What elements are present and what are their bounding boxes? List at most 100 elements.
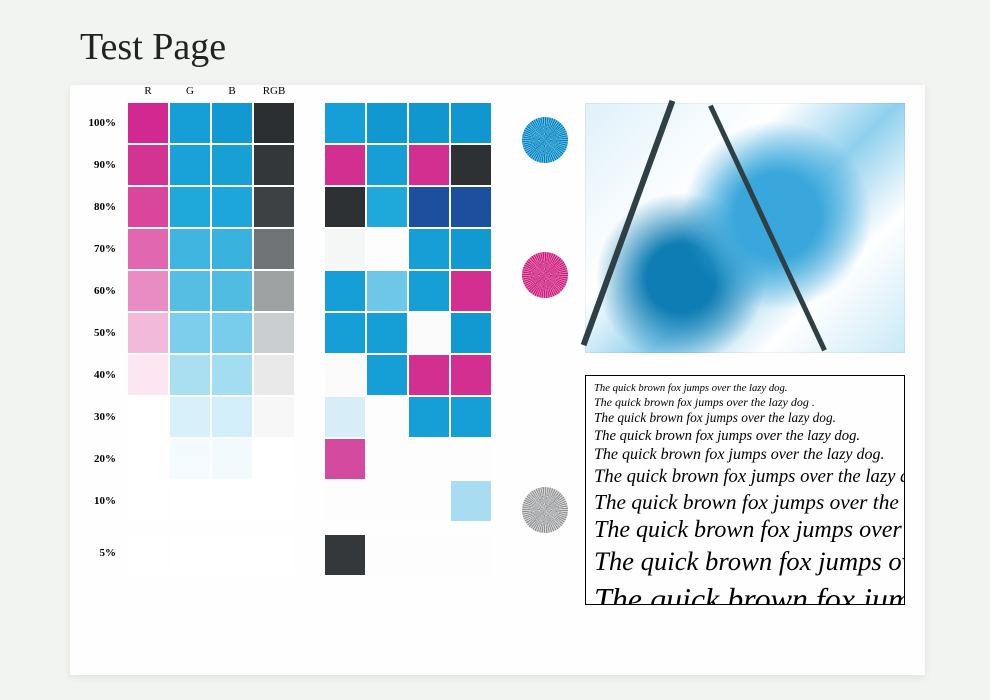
color-swatch — [212, 313, 252, 353]
color-swatch — [128, 187, 168, 227]
col-header-rgb: RGB — [254, 85, 294, 97]
color-swatch — [254, 313, 294, 353]
font-sample-line: The quick brown fox jumps over the lazy … — [594, 382, 896, 395]
color-swatch — [254, 355, 294, 395]
color-swatch — [451, 535, 491, 575]
color-swatch — [170, 145, 210, 185]
row-label: 40% — [70, 355, 122, 395]
color-swatch — [325, 313, 365, 353]
color-swatch — [254, 229, 294, 269]
color-swatch — [170, 481, 210, 521]
color-swatch — [254, 103, 294, 143]
sample-photo — [585, 103, 905, 353]
row-label: 20% — [70, 439, 122, 479]
row-label: 80% — [70, 187, 122, 227]
color-swatch — [409, 313, 449, 353]
color-swatch — [128, 271, 168, 311]
color-swatch — [367, 187, 407, 227]
color-swatch — [409, 145, 449, 185]
row-label: 50% — [70, 313, 122, 353]
color-swatch — [170, 271, 210, 311]
column-headers: R G B RGB — [128, 85, 294, 97]
row-label: 90% — [70, 145, 122, 185]
color-swatch — [451, 271, 491, 311]
color-swatch — [170, 535, 210, 575]
color-swatch — [170, 229, 210, 269]
font-sample-line: The quick brown fox jumps over the laz — [594, 489, 896, 516]
row-label: 70% — [70, 229, 122, 269]
color-swatch — [367, 271, 407, 311]
font-sample-line: The quick brown fox jumps over the lazy … — [594, 410, 896, 427]
color-swatch — [325, 271, 365, 311]
row-labels: 100%90%80%70%60%50%40%30%20%10% 5% — [70, 103, 122, 575]
swatch-grid-rgb — [128, 103, 294, 575]
color-swatch — [409, 187, 449, 227]
color-swatch — [212, 229, 252, 269]
color-swatch — [325, 229, 365, 269]
test-sheet: R G B RGB 100%90%80%70%60%50%40%30%20%10… — [70, 85, 925, 675]
color-swatch — [451, 439, 491, 479]
color-swatch — [212, 145, 252, 185]
color-swatch — [212, 397, 252, 437]
color-swatch — [409, 439, 449, 479]
color-swatch — [367, 535, 407, 575]
color-swatch — [254, 535, 294, 575]
font-sample-line: The quick brown fox jumps over the lazy … — [594, 395, 896, 410]
color-swatch — [367, 397, 407, 437]
font-sample-line: The quick brown fox jump — [594, 579, 896, 605]
color-swatch — [367, 355, 407, 395]
color-swatch — [212, 103, 252, 143]
color-swatch — [128, 397, 168, 437]
color-swatch — [128, 103, 168, 143]
font-sample-line: The quick brown fox jumps over the lazy … — [594, 445, 896, 465]
color-swatch — [409, 271, 449, 311]
color-swatch — [451, 229, 491, 269]
color-swatch — [170, 397, 210, 437]
color-swatch — [367, 481, 407, 521]
font-sample-line: The quick brown fox jumps over the lazy … — [594, 465, 896, 488]
color-swatch — [128, 481, 168, 521]
font-sample-line: The quick brown fox jumps over th — [594, 515, 896, 545]
color-swatch — [451, 145, 491, 185]
color-swatch — [325, 397, 365, 437]
color-swatch — [367, 313, 407, 353]
color-swatch — [254, 271, 294, 311]
color-swatch — [451, 313, 491, 353]
color-swatch — [212, 271, 252, 311]
col-header-r: R — [128, 85, 168, 97]
color-swatch — [128, 439, 168, 479]
color-swatch — [170, 103, 210, 143]
page-title: Test Page — [80, 25, 226, 69]
color-swatch — [254, 187, 294, 227]
color-swatch — [128, 229, 168, 269]
row-label: 30% — [70, 397, 122, 437]
color-swatch — [212, 481, 252, 521]
row-label: 100% — [70, 103, 122, 143]
color-swatch — [325, 355, 365, 395]
color-swatch — [451, 103, 491, 143]
color-swatch — [325, 145, 365, 185]
color-swatch — [409, 535, 449, 575]
col-header-b: B — [212, 85, 252, 97]
color-swatch — [128, 145, 168, 185]
color-swatch — [212, 355, 252, 395]
color-swatch — [212, 187, 252, 227]
font-sample-box: The quick brown fox jumps over the lazy … — [585, 375, 905, 605]
radial-swatch — [522, 252, 568, 298]
color-swatch — [451, 187, 491, 227]
row-label: 5% — [70, 533, 122, 573]
color-swatch — [325, 439, 365, 479]
color-swatch — [128, 313, 168, 353]
color-swatch — [409, 397, 449, 437]
font-sample-line: The quick brown fox jumps over the lazy … — [594, 427, 896, 445]
color-swatch — [367, 103, 407, 143]
color-swatch — [254, 397, 294, 437]
font-sample-line: The quick brown fox jumps ove — [594, 545, 896, 578]
swatch-grid-mixed — [325, 103, 491, 575]
row-label: 10% — [70, 481, 122, 521]
color-swatch — [170, 355, 210, 395]
color-swatch — [451, 397, 491, 437]
color-swatch — [409, 481, 449, 521]
color-swatch — [451, 481, 491, 521]
row-label: 60% — [70, 271, 122, 311]
